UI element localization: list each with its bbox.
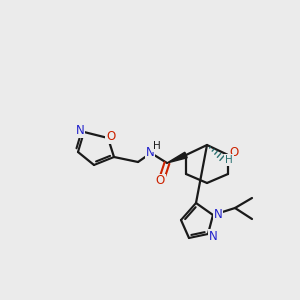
Text: O: O: [230, 146, 238, 160]
Text: O: O: [106, 130, 116, 143]
Text: N: N: [146, 146, 154, 160]
Text: N: N: [76, 124, 84, 137]
Text: O: O: [155, 175, 165, 188]
Polygon shape: [167, 152, 187, 163]
Text: H: H: [225, 155, 233, 165]
Text: N: N: [214, 208, 222, 221]
Text: N: N: [208, 230, 217, 242]
Text: H: H: [153, 141, 161, 151]
